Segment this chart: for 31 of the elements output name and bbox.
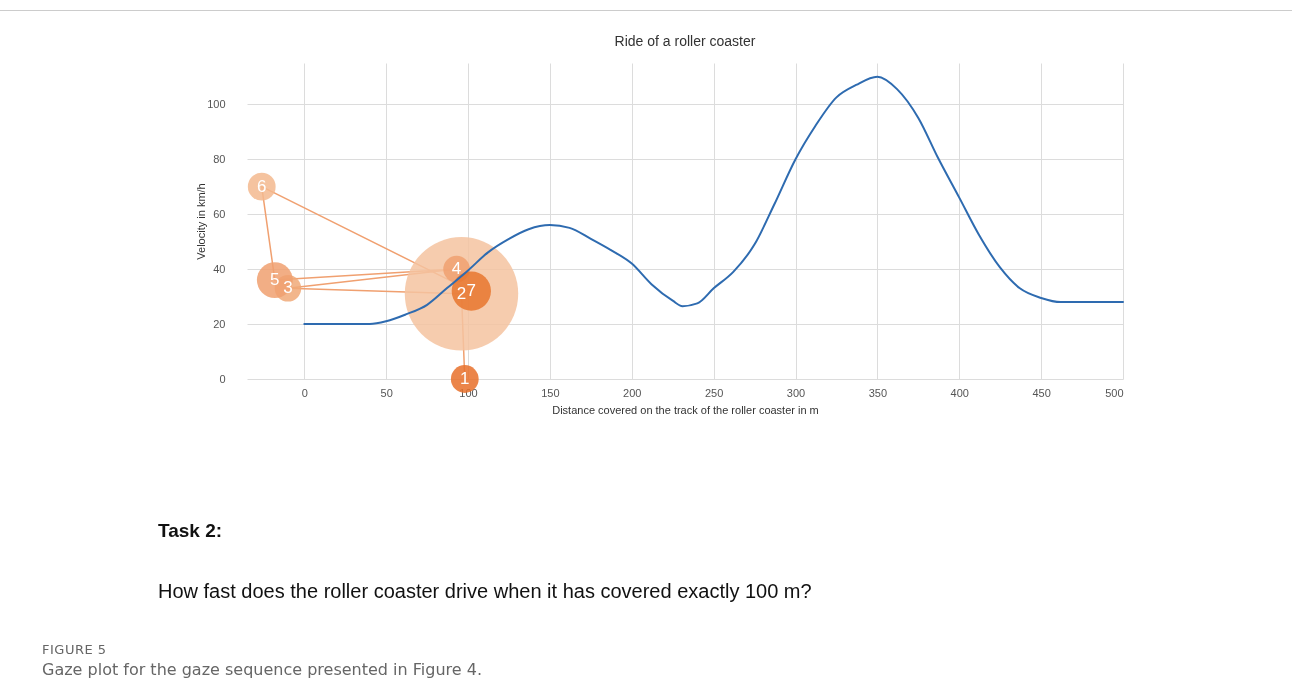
y-tick-label: 80: [213, 152, 226, 165]
y-tick-label: 0: [219, 372, 226, 385]
text: Task 2:: [158, 520, 223, 542]
x-tick-label: 400: [950, 386, 969, 399]
x-tick-label: 300: [786, 386, 806, 399]
y-tick-label: 20: [213, 317, 226, 330]
y-tick-label: 40: [213, 262, 226, 275]
annotation: 5: [270, 270, 280, 290]
annotation: 1: [460, 369, 470, 388]
y-tick-label: 100: [207, 97, 226, 110]
line-series: [303, 75, 1124, 326]
chart-title: Ride of a roller coaster: [614, 33, 756, 49]
annotation: 6: [257, 176, 267, 196]
caption: FIGURE 5: [42, 642, 107, 657]
y-tick-label: 60: [213, 207, 226, 220]
annotation: 4: [451, 259, 462, 279]
annotation: 2: [456, 283, 467, 303]
annotation: 7: [466, 281, 477, 301]
y-axis-title: Velocity in km/h: [195, 183, 208, 260]
x-tick-label: 250: [704, 386, 724, 399]
x-tick-label: 0: [301, 386, 308, 399]
text: Gaze plot for the gaze sequence presented in Figure 4.: [42, 660, 482, 679]
x-axis-title: Distance covered on the track of the roller coaster in m: [552, 403, 819, 416]
x-tick-label: 150: [541, 386, 560, 399]
x-tick-label: 450: [1032, 386, 1051, 399]
text: How fast does the roller coaster drive when it has covered exactly 100 m?: [158, 580, 812, 603]
x-tick-label: 200: [623, 386, 642, 399]
annotation: 3: [283, 278, 293, 298]
x-tick-label: 50: [380, 386, 393, 399]
x-tick-label: 350: [868, 386, 888, 399]
x-tick-label: 500: [1105, 386, 1124, 399]
